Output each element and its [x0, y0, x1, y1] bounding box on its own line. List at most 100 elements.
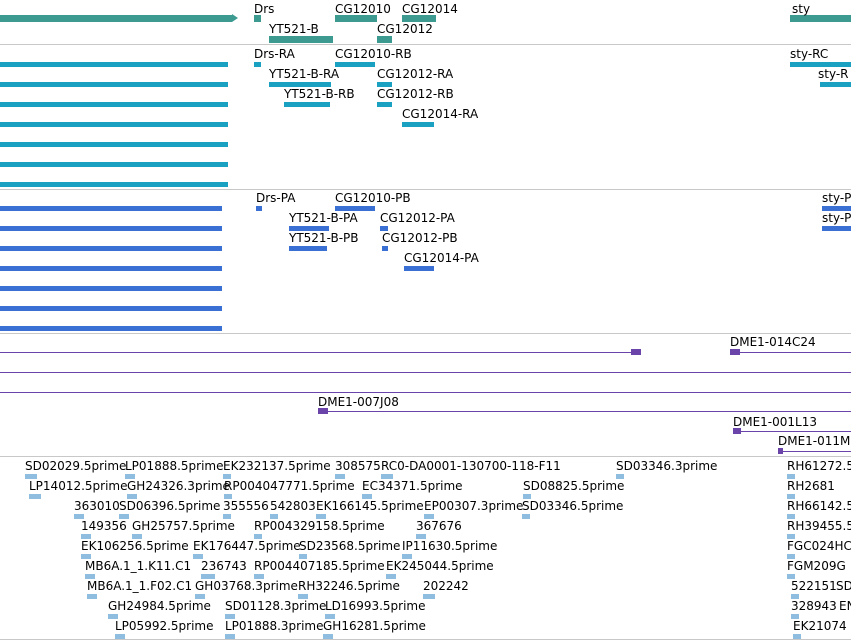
est-feature[interactable] — [223, 514, 231, 519]
est-feature[interactable] — [402, 554, 412, 559]
est-label[interactable]: 149356 — [81, 519, 127, 533]
est-feature[interactable] — [381, 474, 393, 479]
transcript-feature-sty-r[interactable] — [820, 82, 851, 87]
est-feature[interactable] — [787, 574, 795, 579]
gene-feature-cg12010[interactable] — [335, 15, 377, 22]
est-feature[interactable] — [791, 594, 799, 599]
protein-feature-cg12010-pb[interactable] — [335, 206, 375, 211]
est-feature[interactable] — [299, 554, 307, 559]
est-label[interactable]: EK245044.5prime — [386, 559, 494, 573]
est-label[interactable]: RP004407185.5prime — [254, 559, 385, 573]
gene-label[interactable]: CG12010 — [335, 2, 391, 16]
est-label[interactable]: RP004047771.5prime — [224, 479, 355, 493]
est-label[interactable]: EC34371.5prime — [362, 479, 463, 493]
est-feature[interactable] — [201, 574, 215, 579]
protein-feature-cg12012-pb[interactable] — [382, 246, 388, 251]
est-feature[interactable] — [85, 574, 95, 579]
est-feature[interactable] — [225, 634, 235, 639]
transcript-label[interactable]: CG12012-RB — [377, 87, 454, 101]
est-feature[interactable] — [225, 614, 235, 619]
est-label[interactable]: EK106256.5prime — [81, 539, 189, 553]
protein-feature[interactable] — [0, 206, 222, 211]
protein-feature[interactable] — [0, 306, 222, 311]
protein-label[interactable]: CG12010-PB — [335, 191, 411, 205]
protein-feature-yt521-b-pb[interactable] — [289, 246, 327, 251]
est-feature[interactable] — [193, 554, 203, 559]
transcript-feature[interactable] — [0, 102, 228, 107]
protein-label[interactable]: sty-P — [822, 211, 851, 225]
est-label[interactable]: RP004329158.5prime — [254, 519, 385, 533]
transcript-feature[interactable] — [0, 142, 228, 147]
est-label[interactable]: SD23568.5prime — [299, 539, 401, 553]
est-label[interactable]: 522151 — [791, 579, 837, 593]
gene-feature-cg12014[interactable] — [402, 15, 436, 22]
protein-feature-cg12014-pa[interactable] — [404, 266, 434, 271]
est-feature[interactable] — [424, 514, 434, 519]
transcript-label[interactable]: CG12012-RA — [377, 67, 454, 81]
est-feature[interactable] — [523, 494, 531, 499]
est-feature[interactable] — [787, 514, 795, 519]
transcript-feature-yt521-b-rb[interactable] — [284, 102, 330, 107]
protein-label[interactable]: CG12014-PA — [404, 251, 479, 265]
protein-label[interactable]: YT521-B-PA — [289, 211, 358, 225]
est-feature[interactable] — [81, 534, 91, 539]
est-label[interactable]: MB6A.1_1.K11.C1 — [85, 559, 192, 573]
est-feature[interactable] — [74, 514, 84, 519]
est-feature[interactable] — [316, 514, 326, 519]
est-label[interactable]: RH39455.5 — [787, 519, 851, 533]
transcript-feature[interactable] — [0, 122, 228, 127]
est-feature[interactable] — [87, 594, 97, 599]
clone-label[interactable]: DME1-011M — [778, 434, 851, 448]
clone-line[interactable] — [733, 431, 851, 432]
est-label[interactable]: 328943 — [791, 599, 837, 613]
est-feature[interactable] — [416, 534, 426, 539]
est-label[interactable]: RH61272.5 — [787, 459, 851, 473]
protein-feature-sty-p[interactable] — [822, 226, 851, 231]
est-label[interactable]: SD — [836, 579, 851, 593]
est-feature[interactable] — [108, 614, 118, 619]
clone-line[interactable] — [0, 392, 851, 393]
clone-line[interactable] — [0, 352, 640, 353]
est-label[interactable]: EK232137.5prime — [223, 459, 331, 473]
est-feature[interactable] — [362, 494, 372, 499]
gene-label[interactable]: CG12014 — [402, 2, 458, 16]
est-label[interactable]: GH16281.5prime — [323, 619, 426, 633]
protein-feature[interactable] — [0, 246, 222, 251]
protein-feature[interactable] — [0, 286, 222, 291]
est-label[interactable]: SD06396.5prime — [119, 499, 221, 513]
est-label[interactable]: 236743 — [201, 559, 247, 573]
est-label[interactable]: 308575 — [335, 459, 381, 473]
est-label[interactable]: 355556 — [223, 499, 269, 513]
est-label[interactable]: 542803 — [270, 499, 316, 513]
est-feature[interactable] — [127, 494, 137, 499]
est-feature[interactable] — [195, 594, 205, 599]
gene-feature[interactable] — [0, 15, 232, 22]
est-feature[interactable] — [298, 594, 308, 599]
clone-line[interactable] — [0, 372, 851, 373]
gene-feature-cg12012[interactable] — [377, 36, 392, 43]
transcript-feature-sty-rc[interactable] — [790, 62, 851, 67]
protein-feature[interactable] — [0, 266, 222, 271]
transcript-label[interactable]: Drs-RA — [254, 47, 295, 61]
protein-feature-drs-pa[interactable] — [256, 206, 262, 211]
est-label[interactable]: SD03346.3prime — [616, 459, 718, 473]
est-label[interactable]: FGC024HC — [787, 539, 851, 553]
est-label[interactable]: EK21074 — [793, 619, 847, 633]
protein-label[interactable]: Drs-PA — [256, 191, 296, 205]
transcript-label[interactable]: CG12010-RB — [335, 47, 412, 61]
transcript-feature[interactable] — [0, 62, 228, 67]
est-feature[interactable] — [423, 594, 435, 599]
est-label[interactable]: LP14012.5prime — [29, 479, 128, 493]
est-label[interactable]: SD02029.5prime — [25, 459, 127, 473]
transcript-label[interactable]: sty-RC — [790, 47, 829, 61]
transcript-label[interactable]: YT521-B-RB — [284, 87, 355, 101]
protein-label[interactable]: CG12012-PB — [382, 231, 458, 245]
transcript-feature[interactable] — [0, 182, 228, 187]
est-label[interactable]: 367676 — [416, 519, 462, 533]
est-label[interactable]: FGM209G — [787, 559, 846, 573]
est-label[interactable]: EK166145.5prime — [316, 499, 424, 513]
est-feature[interactable] — [125, 474, 135, 479]
clone-label[interactable]: DME1-014C24 — [730, 335, 816, 349]
transcript-label[interactable]: sty-R — [818, 67, 849, 81]
gene-label[interactable]: Drs — [254, 2, 275, 16]
